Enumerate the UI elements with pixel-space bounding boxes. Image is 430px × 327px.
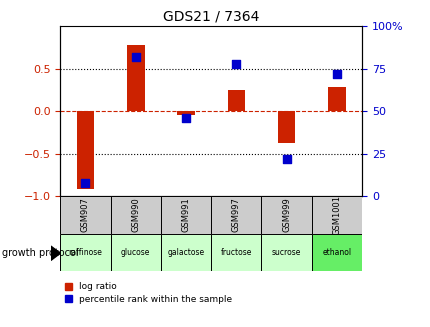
FancyBboxPatch shape [311,196,361,234]
Text: galactose: galactose [167,248,204,257]
Text: GSM1001: GSM1001 [332,195,341,235]
FancyBboxPatch shape [261,234,311,271]
FancyBboxPatch shape [311,234,361,271]
Text: GSM999: GSM999 [282,198,290,232]
FancyBboxPatch shape [160,234,211,271]
Text: raffinose: raffinose [68,248,102,257]
Point [82,180,89,185]
Text: sucrose: sucrose [271,248,301,257]
FancyBboxPatch shape [111,196,160,234]
FancyBboxPatch shape [261,196,311,234]
Bar [177,111,194,115]
Bar [327,87,345,111]
Polygon shape [51,246,60,260]
Text: GSM997: GSM997 [231,198,240,232]
FancyBboxPatch shape [211,196,261,234]
Point [283,156,289,162]
FancyBboxPatch shape [60,196,111,234]
FancyBboxPatch shape [60,234,111,271]
Point [182,115,189,121]
FancyBboxPatch shape [111,234,160,271]
Text: GSM991: GSM991 [181,198,190,232]
Text: GSM990: GSM990 [131,198,140,232]
FancyBboxPatch shape [211,234,261,271]
Bar [277,111,295,144]
Point [232,61,239,66]
Text: ethanol: ethanol [322,248,350,257]
Text: glucose: glucose [121,248,150,257]
Bar [227,90,245,111]
Legend: log ratio, percentile rank within the sample: log ratio, percentile rank within the sa… [64,283,232,304]
FancyBboxPatch shape [160,196,211,234]
Text: growth protocol: growth protocol [2,249,79,258]
Bar [77,111,94,189]
Title: GDS21 / 7364: GDS21 / 7364 [163,9,259,24]
Point [333,71,340,77]
Point [132,54,139,60]
Text: fructose: fructose [220,248,252,257]
Text: GSM907: GSM907 [81,198,90,232]
Bar [127,45,144,111]
